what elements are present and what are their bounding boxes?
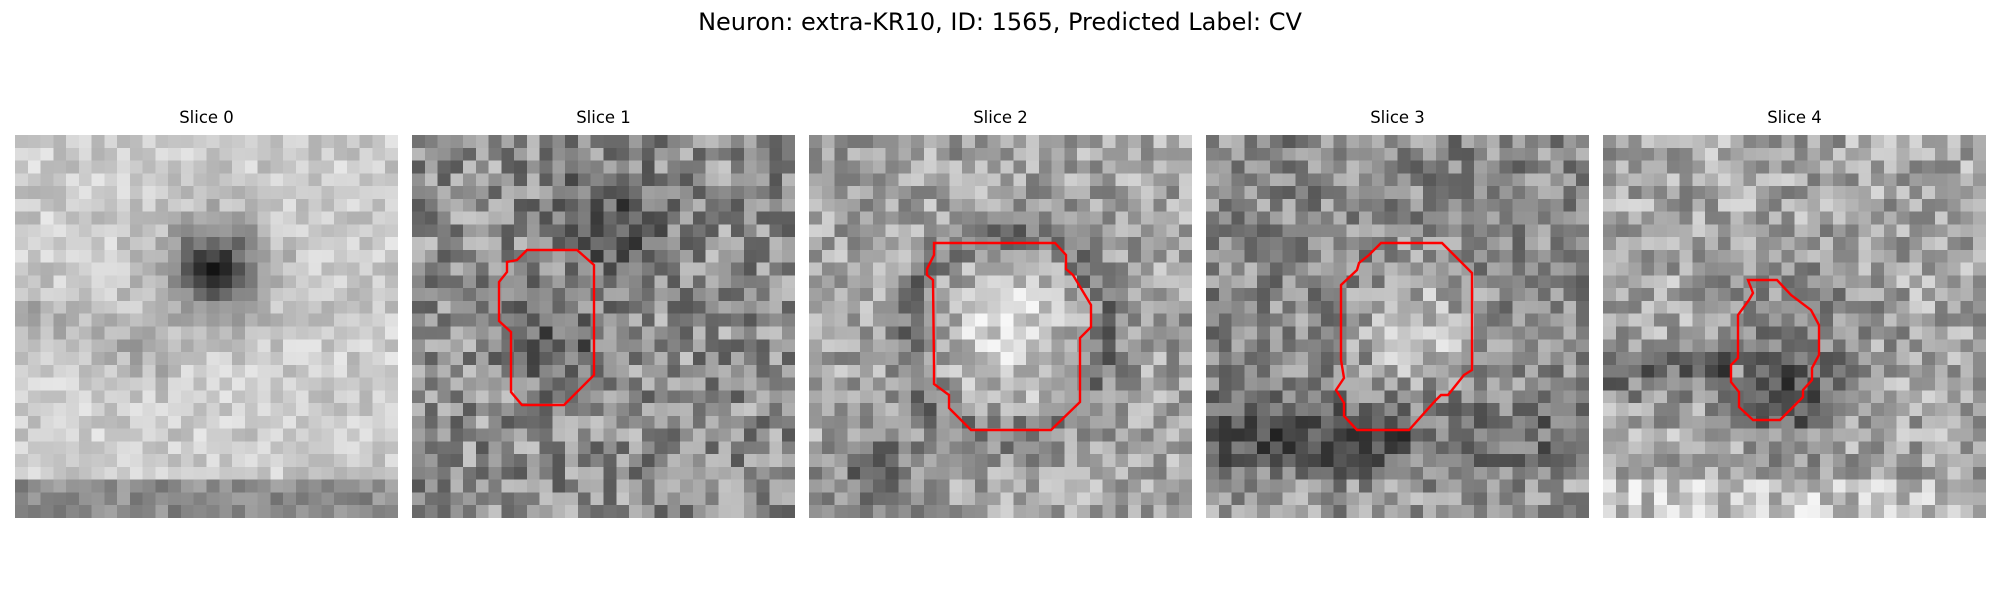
contour-outline (1334, 241, 1474, 432)
slice-image (1206, 135, 1589, 518)
roi-contour (1334, 241, 1474, 432)
slice-panel-4: Slice 4 (1603, 108, 1986, 521)
contour-outline (925, 241, 1093, 432)
slice-panel-0: Slice 0 (15, 108, 398, 521)
slice-title: Slice 4 (1767, 108, 1822, 127)
slice-panel-2: Slice 2 (809, 108, 1192, 521)
slice-title: Slice 0 (179, 108, 234, 127)
roi-contour (1729, 278, 1821, 422)
roi-contour (925, 241, 1093, 432)
slice-title: Slice 1 (576, 108, 631, 127)
figure-title: Neuron: extra-KR10, ID: 1565, Predicted … (698, 8, 1302, 36)
roi-contour (497, 248, 596, 407)
slice-title: Slice 2 (973, 108, 1028, 127)
slice-image (15, 135, 398, 518)
slice-title: Slice 3 (1370, 108, 1425, 127)
slice-image (412, 135, 795, 518)
contour-outline (1729, 278, 1821, 422)
slice-panel-3: Slice 3 (1206, 108, 1589, 521)
contour-outline (497, 248, 596, 407)
slice-panel-1: Slice 1 (412, 108, 795, 521)
slice-image (1603, 135, 1986, 518)
slice-image (809, 135, 1192, 518)
